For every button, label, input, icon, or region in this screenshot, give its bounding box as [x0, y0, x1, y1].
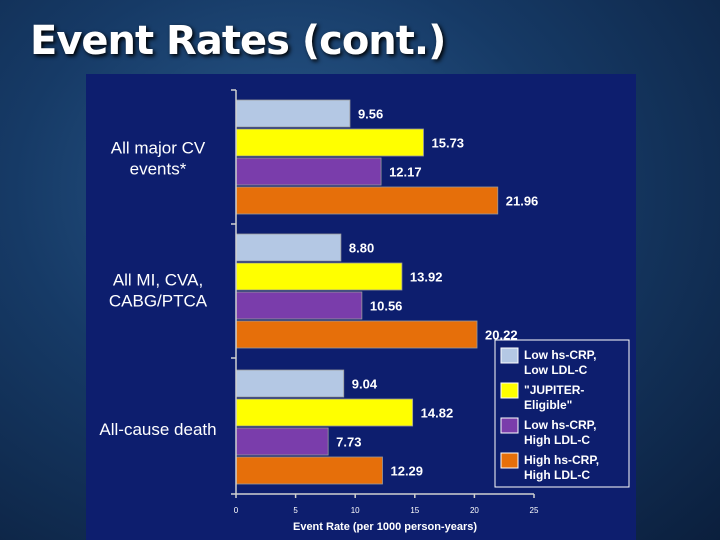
value-label: 15.73	[432, 136, 465, 151]
category-label: All-cause death	[99, 420, 216, 439]
x-tick-label: 20	[470, 506, 479, 515]
legend-label: Low hs-CRP,	[524, 348, 596, 362]
category-label: All MI, CVA,	[113, 271, 203, 290]
category-label: All major CV	[111, 139, 206, 158]
value-label: 9.04	[352, 377, 378, 392]
bar-3-2	[235, 291, 363, 320]
legend-label: Low LDL-C	[524, 363, 588, 377]
bar-4-1	[235, 186, 499, 215]
x-tick-label: 0	[234, 506, 239, 515]
value-label: 7.73	[336, 435, 361, 450]
bar-3-3	[235, 427, 329, 456]
x-tick-label: 10	[351, 506, 360, 515]
value-label: 12.29	[390, 464, 423, 479]
legend-label: "JUPITER-	[524, 383, 584, 397]
legend-swatch-1	[500, 347, 519, 364]
chart-panel: 9.56 8.80 9.04 15.73 13.92 14.82 12.17 10.56 7.7…	[86, 74, 636, 540]
value-label: 21.96	[506, 194, 539, 209]
legend-swatch-2	[500, 382, 519, 399]
legend-label: Eligible"	[524, 398, 572, 412]
slide-title: Event Rates (cont.)	[30, 18, 446, 64]
value-label: 9.56	[358, 107, 383, 122]
value-label: 14.82	[421, 406, 454, 421]
value-label: 10.56	[370, 299, 403, 314]
legend-label: High hs-CRP,	[524, 453, 599, 467]
legend-swatch-3	[500, 417, 519, 434]
category-label: events*	[130, 160, 187, 179]
bar-4-3	[235, 456, 383, 485]
bar-1-3	[235, 369, 345, 398]
bar-chart: 9.56 8.80 9.04 15.73 13.92 14.82 12.17 10.56 7.7…	[99, 89, 630, 533]
x-axis-title: Event Rate (per 1000 person-years)	[293, 521, 477, 533]
bar-2-2	[235, 262, 403, 291]
bar-2-1	[235, 128, 424, 157]
legend-label: High LDL-C	[524, 433, 590, 447]
bar-4-2	[235, 320, 478, 349]
bar-1-2	[235, 233, 342, 262]
bar-1-1	[235, 99, 351, 128]
value-label: 12.17	[389, 165, 422, 180]
value-label: 8.80	[349, 241, 374, 256]
legend-label: Low hs-CRP,	[524, 418, 596, 432]
value-label: 20.22	[485, 328, 518, 343]
bar-3-1	[235, 157, 382, 186]
x-tick-label: 5	[293, 506, 298, 515]
legend-swatch-4	[500, 452, 519, 469]
value-label: 13.92	[410, 270, 443, 285]
legend-label: High LDL-C	[524, 468, 590, 482]
bar-2-3	[235, 398, 414, 427]
x-tick-label: 25	[530, 506, 539, 515]
category-label: CABG/PTCA	[109, 292, 208, 311]
x-tick-label: 15	[410, 506, 419, 515]
